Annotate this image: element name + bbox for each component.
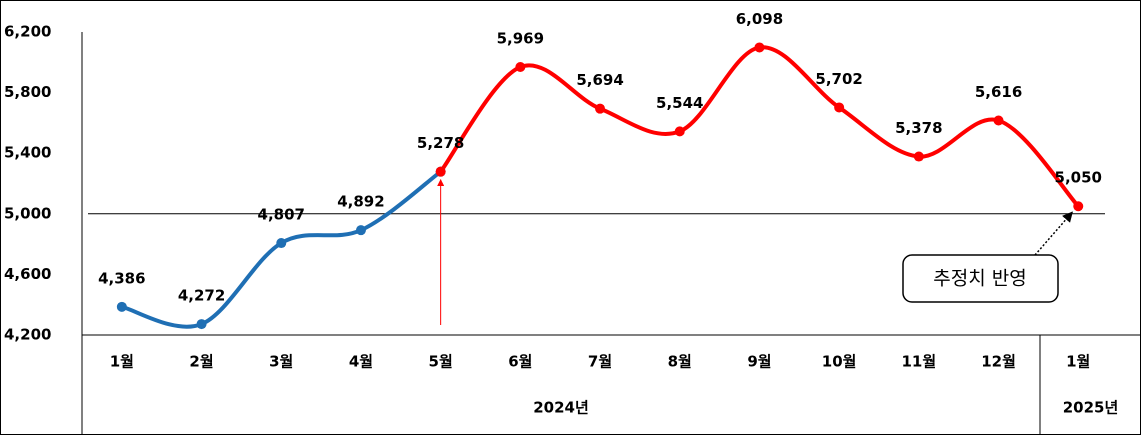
y-tick-label: 4,200 [4,326,51,344]
annotation-arrow [1034,211,1073,256]
y-tick-label: 6,200 [4,23,51,41]
data-label: 5,544 [656,94,703,112]
data-label: 5,050 [1055,169,1102,187]
x-tick-label: 6월 [508,353,532,371]
data-label: 5,616 [975,83,1022,101]
x-tick-label: 10월 [822,353,857,371]
x-tick-label: 5월 [429,353,453,371]
data-label: 4,807 [258,206,305,224]
data-point [993,115,1004,126]
x-tick-label: 3월 [269,353,293,371]
x-tick-label: 1월 [1066,353,1090,371]
data-point [913,151,924,162]
series-line [439,45,1080,208]
x-tick-label: 2월 [189,353,213,371]
data-label: 4,386 [98,269,145,287]
data-point [595,103,606,114]
x-tick-label: 9월 [747,353,771,371]
x-group-label: 2025년 [1063,399,1119,417]
data-label: 5,969 [497,29,544,47]
data-label: 4,272 [178,287,225,305]
data-point [355,225,366,236]
data-label: 6,098 [736,10,783,28]
data-point [116,301,127,312]
data-label: 4,892 [337,193,384,211]
y-tick-label: 5,400 [4,144,51,162]
y-tick-label: 4,600 [4,265,51,283]
x-tick-label: 11월 [902,353,937,371]
data-point [276,238,287,249]
x-tick-label: 7월 [588,353,612,371]
series-line [121,170,442,329]
data-point [674,126,685,137]
y-tick-label: 5,000 [4,204,51,222]
x-group-label: 2024년 [533,399,589,417]
x-tick-label: 8월 [668,353,692,371]
data-label: 5,702 [815,70,862,88]
x-tick-label: 12월 [981,353,1016,371]
annotation: 추정치 반영 [933,268,1026,290]
data-point [435,166,446,177]
data-label: 5,378 [895,119,942,137]
annotation-box [902,254,1059,303]
y-tick-label: 5,800 [4,83,51,101]
data-label: 5,694 [576,71,623,89]
x-tick-label: 1월 [110,353,134,371]
data-point [754,42,765,53]
data-label: 5,278 [417,134,464,152]
data-point [515,61,526,72]
data-point [196,319,207,330]
data-point [1073,201,1084,212]
data-point [834,102,845,113]
x-tick-label: 4월 [349,353,373,371]
